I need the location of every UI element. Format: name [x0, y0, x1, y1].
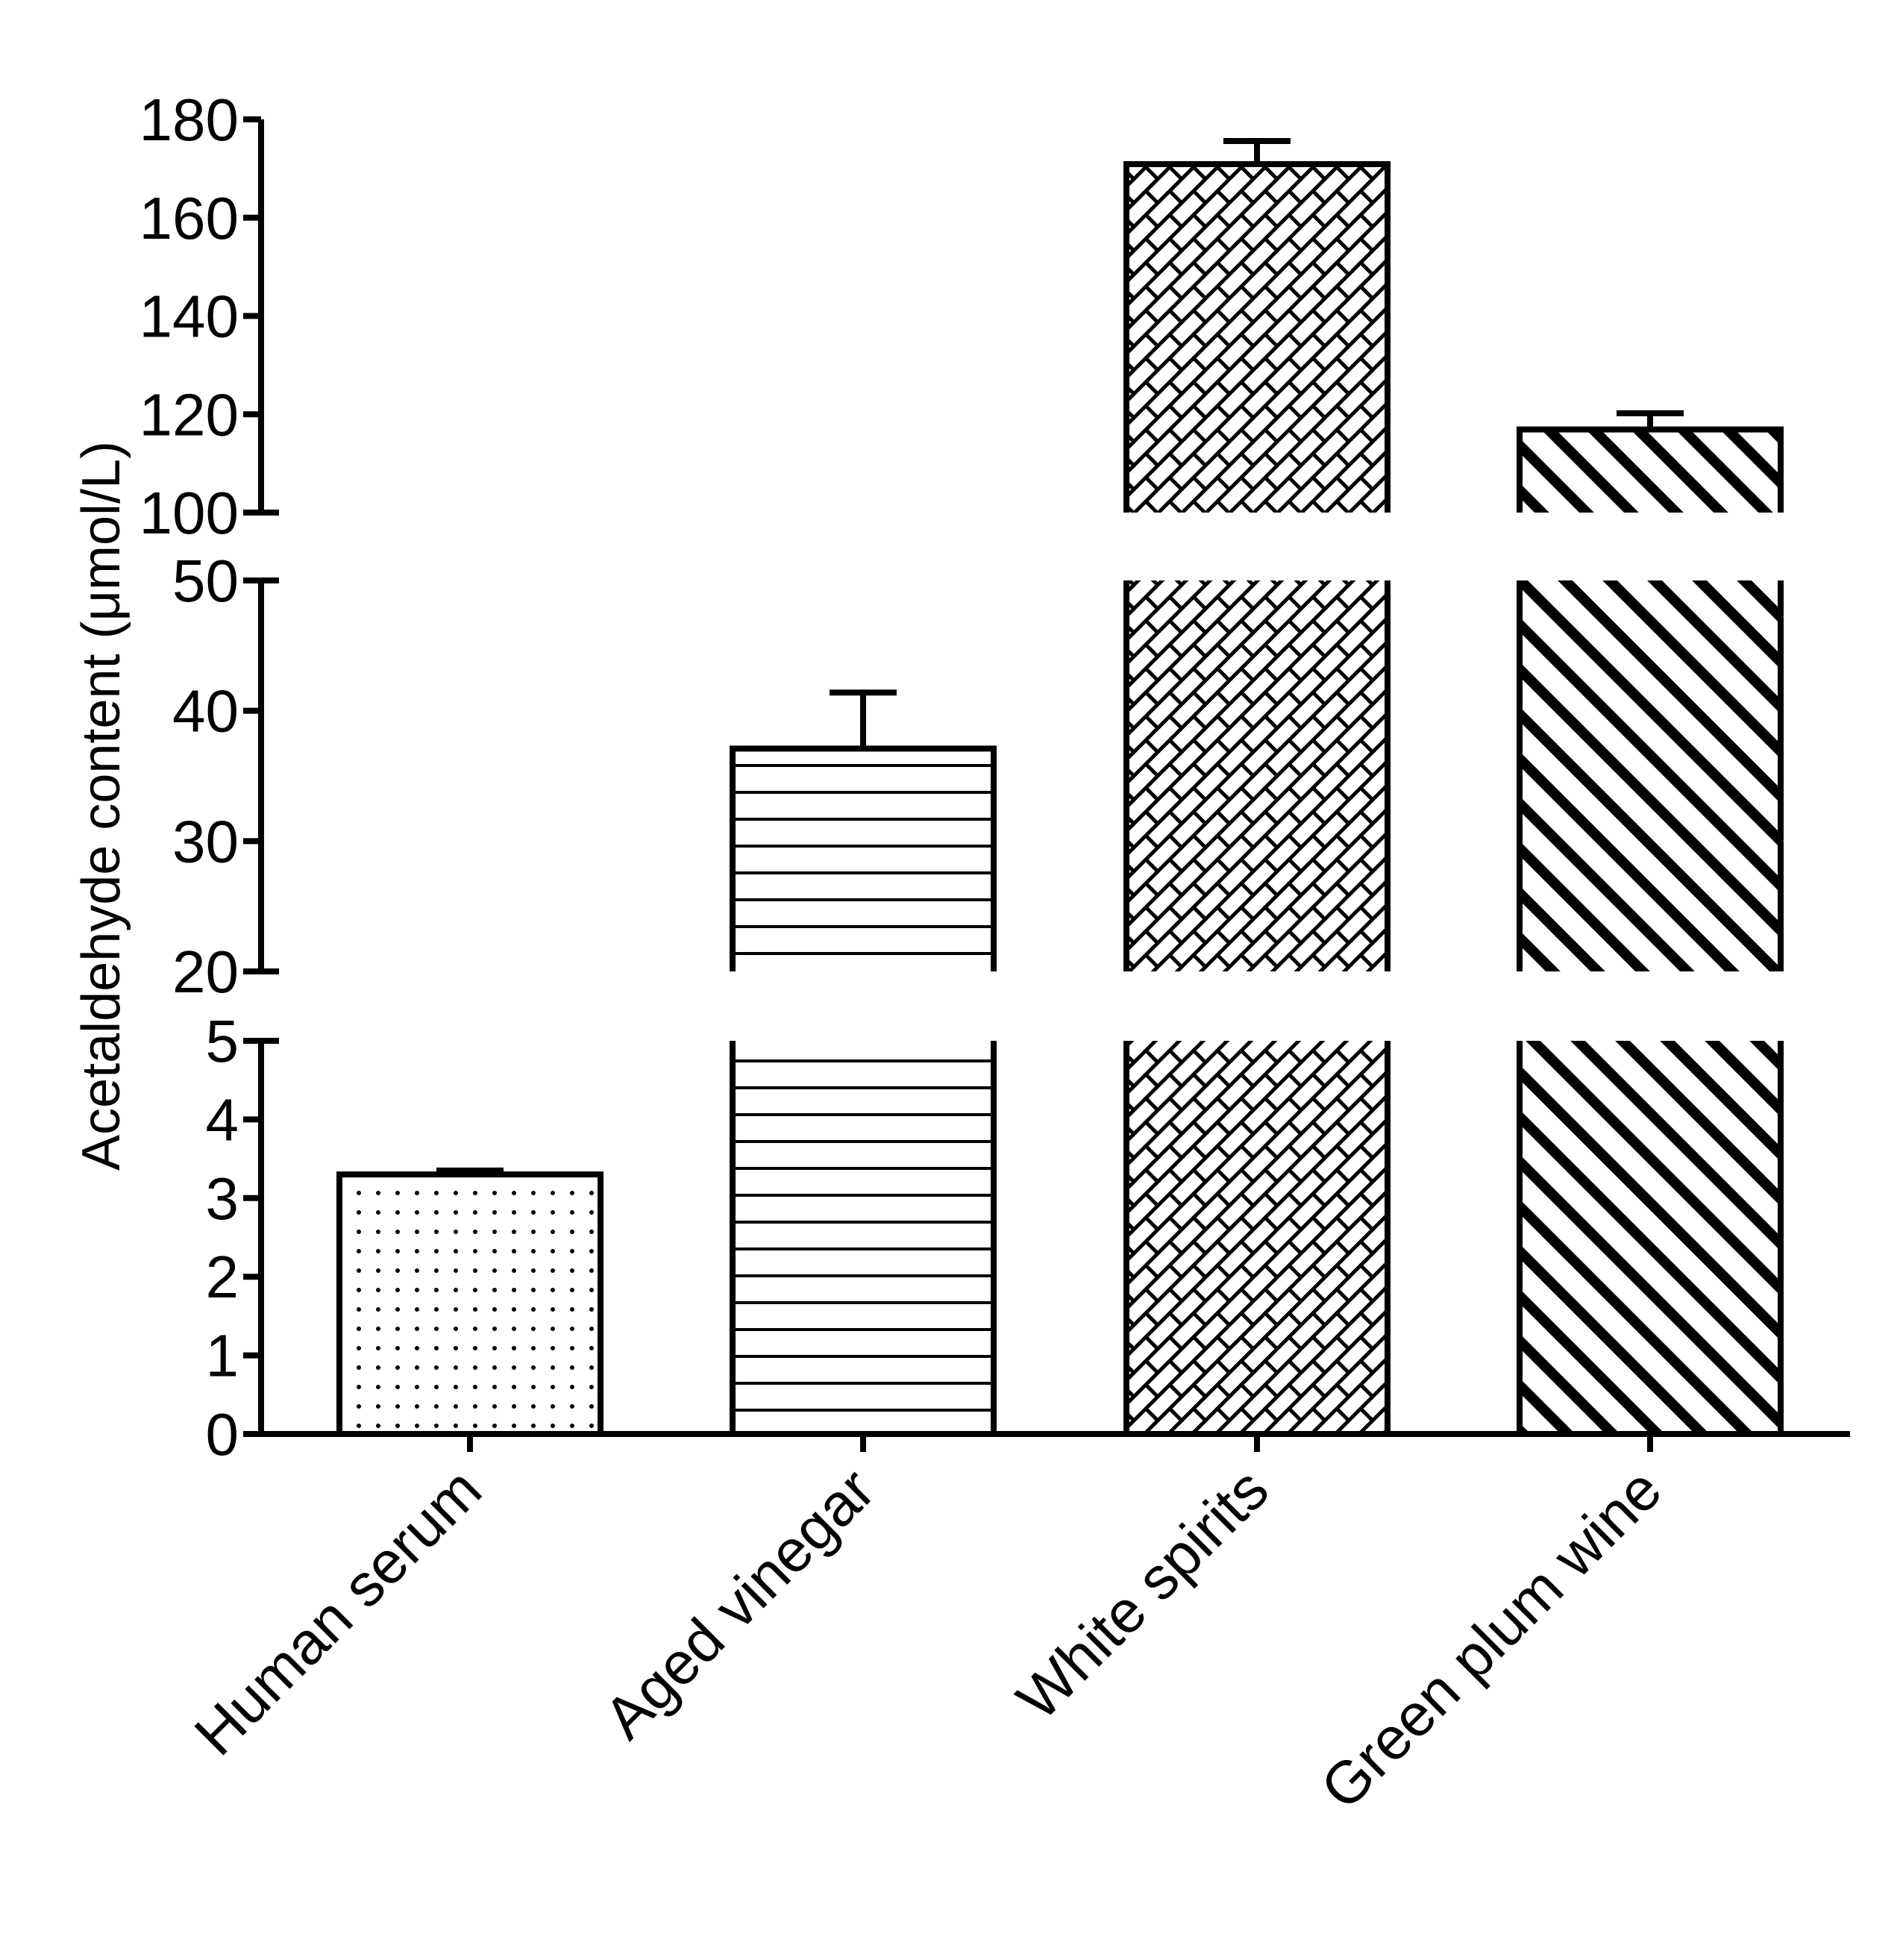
- y-tick-label: 160: [139, 185, 239, 251]
- y-tick-label: 5: [206, 1008, 239, 1074]
- x-tick-label: Green plum wine: [1308, 1456, 1674, 1822]
- bar-segment: [1520, 429, 1781, 513]
- y-tick-label: 120: [139, 381, 239, 448]
- y-tick-label: 20: [172, 939, 239, 1005]
- bar-segment: [1126, 163, 1388, 513]
- bar-segment: [733, 748, 994, 971]
- bar-segment: [1126, 580, 1388, 971]
- x-tick-label: Human serum: [182, 1456, 494, 1768]
- y-tick-label: 40: [172, 678, 239, 745]
- y-tick-label: 140: [139, 284, 239, 350]
- bar-segment: [733, 1041, 994, 1434]
- y-tick-label: 4: [206, 1086, 239, 1153]
- y-axis-title: Acetaldehyde content (μmol/L): [72, 441, 131, 1171]
- y-tick-label: 1: [206, 1323, 239, 1389]
- axes-layer: [243, 116, 1850, 1452]
- y-tick-label: 100: [139, 480, 239, 546]
- bar-segment: [1520, 580, 1781, 971]
- y-tick-label: 30: [172, 808, 239, 874]
- x-tick-label: White spirits: [1004, 1456, 1281, 1732]
- bar-segment: [1126, 1041, 1388, 1434]
- bar-segment: [339, 1174, 601, 1434]
- bars-layer: [336, 137, 1784, 1434]
- y-tick-label: 50: [172, 548, 239, 614]
- y-tick-label: 3: [206, 1165, 239, 1232]
- bar-segment: [1520, 1041, 1781, 1434]
- y-tick-label: 0: [206, 1401, 239, 1468]
- y-tick-label: 180: [139, 87, 239, 153]
- y-tick-label: 2: [206, 1244, 239, 1310]
- x-tick-label: Aged vinegar: [592, 1456, 887, 1751]
